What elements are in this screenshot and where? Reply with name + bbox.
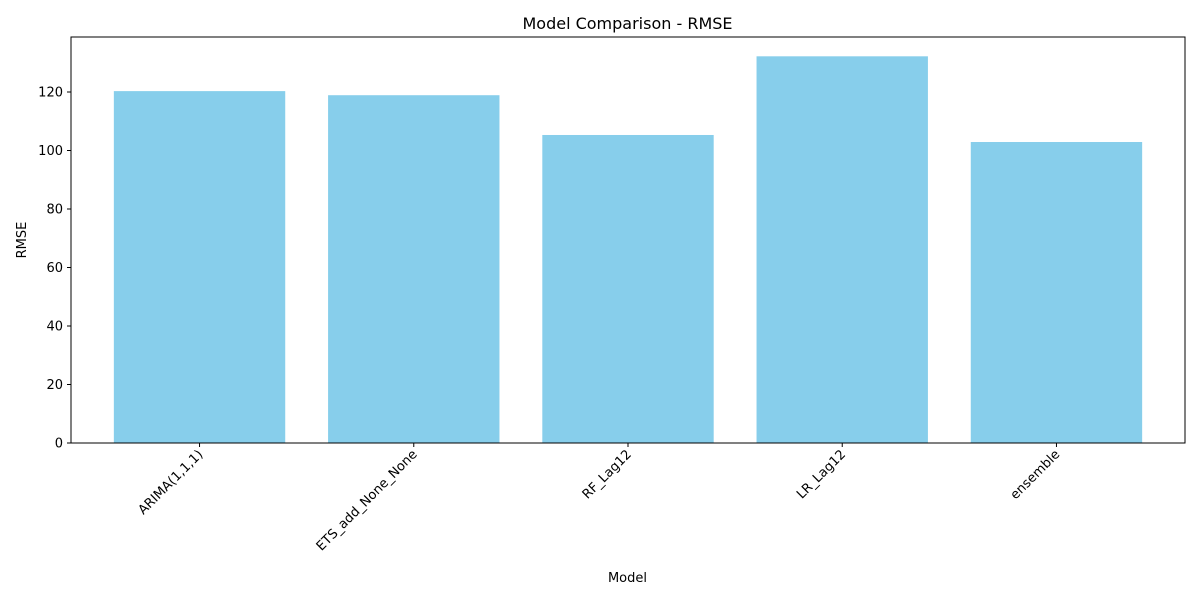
bars-group — [113, 56, 1143, 444]
x-axis-label: Model — [608, 571, 647, 586]
y-tick-label: 100 — [38, 144, 63, 159]
y-tick-label: 0 — [55, 437, 63, 452]
bar — [756, 56, 928, 443]
chart-title: Model Comparison - RMSE — [522, 14, 732, 33]
plot-frame — [70, 36, 1186, 444]
bar — [970, 142, 1143, 444]
y-tick-label: 20 — [46, 378, 63, 393]
bar — [113, 91, 286, 443]
y-tick-label: 40 — [46, 319, 63, 334]
bar — [542, 134, 714, 443]
y-tick-label: 80 — [46, 202, 63, 217]
y-axis-label: RMSE — [15, 222, 30, 259]
y-tick-label: 60 — [46, 261, 63, 276]
y-tick-label: 120 — [38, 85, 63, 100]
bar — [328, 95, 500, 444]
y-axis: 0 20 40 60 80 100 120 — [38, 85, 71, 452]
